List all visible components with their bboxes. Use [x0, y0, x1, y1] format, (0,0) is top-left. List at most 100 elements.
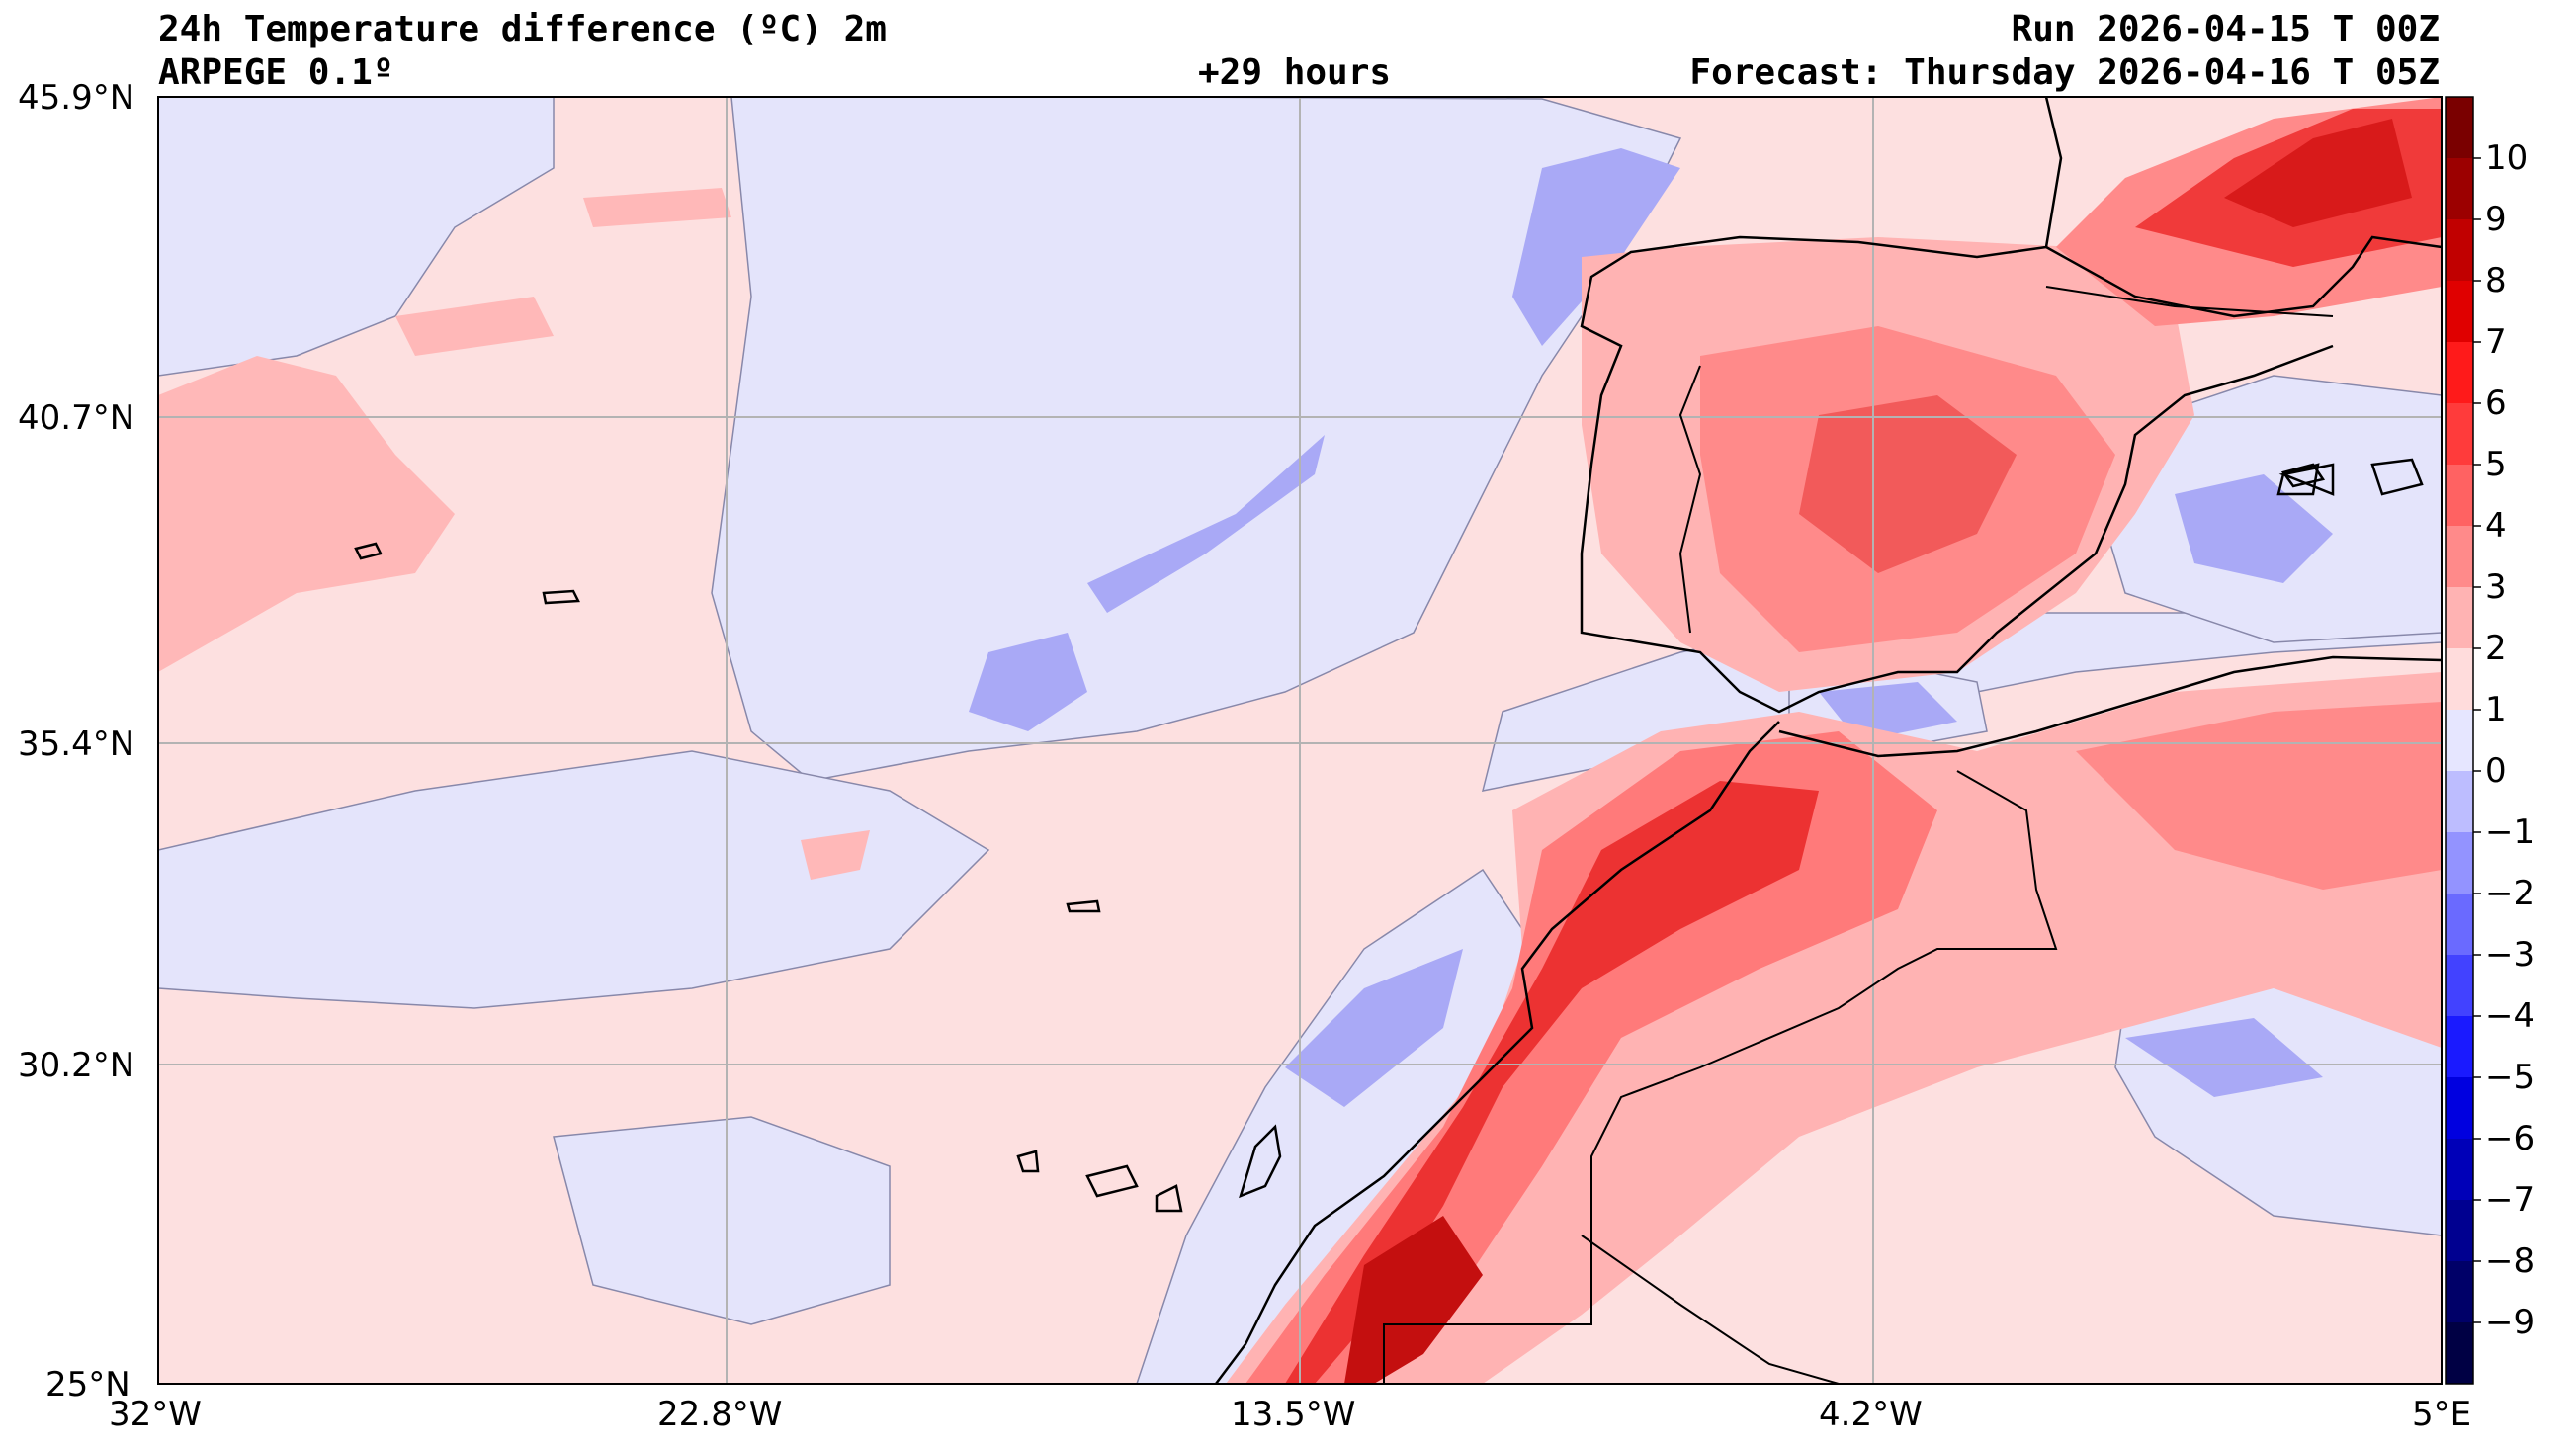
- colorbar-swatch: [2446, 587, 2473, 649]
- colorbar-swatch: [2446, 894, 2473, 956]
- border-france-spain: [2045, 286, 2334, 317]
- colorbar: [2445, 96, 2481, 1385]
- negative-region: [158, 97, 555, 377]
- coastline-island: [1085, 1164, 1139, 1198]
- colorbar-swatch: [2446, 1139, 2473, 1201]
- border-morocco-algeria: [1383, 770, 2058, 1384]
- colorbar-level-label: 1: [2485, 690, 2507, 729]
- colorbar-level-label: 5: [2485, 445, 2507, 484]
- lat-tick-label: 35.4°N: [18, 724, 135, 764]
- coastline-island: [2370, 458, 2424, 496]
- cold-patch: [1087, 435, 1325, 613]
- colorbar-swatch: [2446, 342, 2473, 404]
- coastline-france: [2045, 235, 2442, 318]
- graticule: [158, 97, 2442, 1384]
- lon-tick-label: 5°E: [2412, 1395, 2472, 1434]
- model-label: ARPEGE 0.1º: [158, 52, 394, 93]
- colorbar-level-label: 4: [2485, 506, 2507, 546]
- colorbar-level-label: −4: [2485, 996, 2535, 1036]
- border-portugal-spain: [1678, 365, 1702, 634]
- colorbar-level-label: 2: [2485, 629, 2507, 668]
- colorbar-level-label: −5: [2485, 1058, 2535, 1097]
- coastline-island: [1239, 1124, 1282, 1199]
- colorbar-swatch: [2446, 1016, 2473, 1078]
- coastline-north-africa-east: [1778, 655, 2442, 758]
- colorbar-swatch: [2446, 832, 2473, 894]
- coastline-island: [2276, 463, 2320, 496]
- lon-tick-label: 32°W: [109, 1395, 202, 1434]
- hot-core-iberia: [1799, 395, 2017, 573]
- colorbar-swatch: [2446, 648, 2473, 711]
- colorbar-level-label: −9: [2485, 1303, 2535, 1342]
- border-mauritania: [1581, 1235, 1840, 1384]
- coastline-balearic: [2280, 463, 2326, 488]
- coastline-iberia: [1580, 97, 2334, 714]
- coastline-north-africa: [1215, 721, 1780, 1384]
- negative-region: [711, 97, 1682, 782]
- coastline-island: [542, 589, 580, 605]
- colorbar-level-label: 10: [2485, 138, 2529, 178]
- colorbar-swatch: [2446, 465, 2473, 527]
- coastline-island: [354, 542, 383, 560]
- colorbar-frame: [2445, 96, 2474, 1385]
- warm-patch: [801, 830, 870, 880]
- colorbar-level-label: 7: [2485, 322, 2507, 362]
- colorbar-level-label: −7: [2485, 1180, 2535, 1220]
- coastlines: [354, 97, 2442, 1384]
- warm-patch: [583, 188, 731, 227]
- hot-region-algeria: [2076, 702, 2442, 890]
- coastline-island: [1155, 1184, 1183, 1213]
- coastline-island: [1016, 1150, 1040, 1173]
- warm-patch: [395, 297, 554, 356]
- coastline-island: [2278, 463, 2335, 496]
- colorbar-level-label: −1: [2485, 812, 2535, 852]
- colorbar-swatch: [2446, 1200, 2473, 1262]
- colorbar-swatch: [2446, 710, 2473, 772]
- colorbar-swatch: [2446, 219, 2473, 282]
- lat-tick-label: 25°N: [45, 1365, 130, 1405]
- lat-tick-label: 40.7°N: [18, 398, 135, 438]
- colorbar-swatch: [2446, 1322, 2473, 1385]
- colorbar-swatch: [2446, 526, 2473, 588]
- colorbar-swatch: [2446, 97, 2473, 159]
- cold-patch: [2175, 474, 2333, 583]
- colorbar-swatch: [2446, 955, 2473, 1017]
- forecast-label: Forecast: Thursday 2026-04-16 T 05Z: [1689, 52, 2440, 93]
- negative-region: [553, 1116, 891, 1325]
- lat-tick-label: 30.2°N: [18, 1046, 135, 1085]
- lat-tick-label: 45.9°N: [18, 78, 135, 118]
- lead-time-label: +29 hours: [1198, 52, 1392, 93]
- colorbar-swatch: [2446, 403, 2473, 466]
- coastline-island: [1066, 899, 1101, 913]
- negative-region: [158, 750, 990, 1009]
- hot-core-africa: [1344, 1216, 1483, 1384]
- colorbar-level-label: 0: [2485, 751, 2507, 791]
- run-label: Run 2026-04-15 T 00Z: [2011, 9, 2440, 49]
- warm-patch: [158, 356, 455, 672]
- hot-core-france: [2224, 119, 2412, 227]
- lon-tick-label: 22.8°W: [657, 1395, 783, 1434]
- colorbar-swatch: [2446, 1077, 2473, 1140]
- lon-tick-label: 13.5°W: [1231, 1395, 1356, 1434]
- colorbar-level-label: −2: [2485, 874, 2535, 913]
- map-frame: [157, 96, 2443, 1385]
- colorbar-swatch: [2446, 771, 2473, 833]
- lon-tick-label: 4.2°W: [1819, 1395, 1923, 1434]
- colorbar-swatch: [2446, 158, 2473, 220]
- warm-region-africa: [1226, 672, 2442, 1384]
- colorbar-level-label: −8: [2485, 1241, 2535, 1281]
- colorbar-level-label: 3: [2485, 567, 2507, 607]
- colorbar-level-label: −3: [2485, 935, 2535, 975]
- cold-patch: [1512, 148, 1680, 346]
- colorbar-level-label: 8: [2485, 261, 2507, 300]
- cold-patch: [2125, 1018, 2323, 1097]
- colorbar-level-label: 6: [2485, 383, 2507, 423]
- map-title: 24h Temperature difference (ºC) 2m: [158, 9, 887, 49]
- colorbar-level-label: −6: [2485, 1119, 2535, 1158]
- cold-patch: [1285, 949, 1463, 1107]
- colorbar-level-label: 9: [2485, 200, 2507, 239]
- colorbar-swatch: [2446, 281, 2473, 343]
- colorbar-swatch: [2446, 1261, 2473, 1323]
- cold-patch: [969, 633, 1087, 731]
